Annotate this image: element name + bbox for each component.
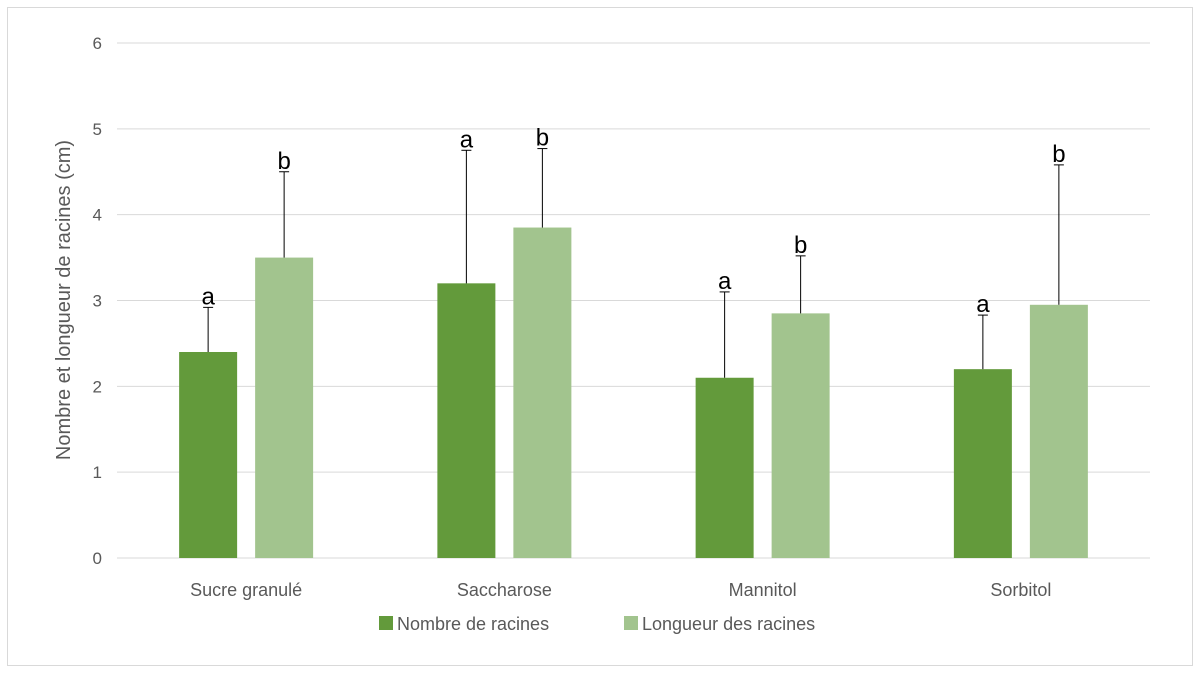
bars	[179, 227, 1088, 558]
bar-nombre	[953, 369, 1012, 558]
legend: Nombre de racines Longueur des racines	[379, 614, 815, 634]
legend-swatch	[624, 616, 638, 630]
y-tick-labels: 0 1 2 3 4 5 6	[93, 34, 102, 568]
y-tick-label: 5	[93, 120, 102, 139]
significance-label: a	[976, 291, 990, 318]
category-label: Saccharose	[457, 580, 552, 600]
error-bars	[203, 148, 1064, 378]
y-tick-label: 3	[93, 292, 102, 311]
category-label: Sucre granulé	[190, 580, 302, 600]
y-tick-label: 4	[93, 206, 102, 225]
bar-nombre	[437, 283, 496, 558]
bar-longueur	[1029, 304, 1088, 558]
significance-label: b	[1052, 141, 1065, 168]
significance-label: b	[536, 125, 549, 152]
legend-swatch	[379, 616, 393, 630]
legend-label: Nombre de racines	[397, 614, 549, 634]
significance-label: b	[277, 148, 290, 175]
category-label: Sorbitol	[990, 580, 1051, 600]
y-tick-label: 2	[93, 377, 102, 396]
bar-longueur	[771, 313, 830, 558]
significance-labels: a b a b a b a b	[201, 125, 1065, 319]
significance-label: b	[794, 232, 807, 259]
significance-label: a	[201, 283, 215, 310]
y-tick-label: 1	[93, 463, 102, 482]
significance-label: a	[718, 268, 732, 295]
bar-longueur	[255, 257, 314, 558]
y-tick-label: 6	[93, 34, 102, 53]
y-tick-label: 0	[93, 549, 102, 568]
legend-label: Longueur des racines	[642, 614, 815, 634]
y-axis-label: Nombre et longueur de racines (cm)	[53, 140, 75, 460]
category-labels: Sucre granulé Saccharose Mannitol Sorbitol	[190, 580, 1051, 600]
significance-label: a	[460, 126, 474, 153]
bar-nombre	[179, 352, 238, 558]
bar-nombre	[695, 377, 754, 558]
category-label: Mannitol	[729, 580, 797, 600]
bar-longueur	[513, 227, 572, 558]
